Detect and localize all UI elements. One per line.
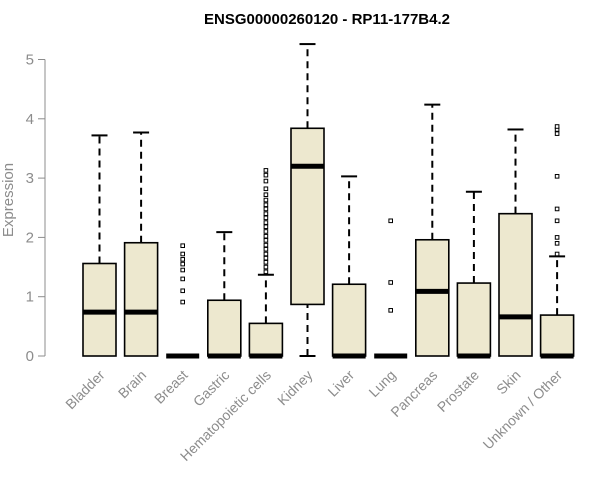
x-category-label: Breast [151, 367, 191, 407]
outlier-point [263, 192, 269, 198]
outlier-point [263, 238, 269, 243]
outlier-point [180, 267, 185, 273]
box-unknown-other [539, 124, 575, 359]
outlier-point [263, 202, 269, 208]
box-pancreas [414, 103, 450, 357]
outlier-point [263, 215, 269, 221]
outlier-point [263, 206, 269, 212]
box-breast [166, 243, 200, 359]
outlier-point [180, 243, 185, 249]
x-category-label: Brain [115, 367, 149, 401]
box-prostate [456, 190, 492, 359]
outlier-point [180, 257, 185, 262]
iqr-box [207, 299, 242, 357]
box-liver [331, 175, 367, 359]
outlier-point [180, 288, 185, 294]
outlier-point [180, 299, 185, 305]
outlier-point [554, 235, 560, 240]
box-gastric [207, 231, 242, 359]
box-brain [123, 131, 159, 357]
x-category-label: Lung [365, 367, 398, 400]
y-tick-label: 3 [26, 170, 34, 187]
x-category-label: Kidney [274, 367, 316, 409]
outlier-point [554, 251, 560, 257]
outlier-point [180, 276, 185, 282]
box-hematopoietic-cells [248, 168, 284, 359]
outlier-point [263, 229, 269, 234]
outlier-point [554, 174, 560, 179]
iqr-box [414, 238, 450, 357]
y-tick-label: 0 [26, 348, 34, 365]
outlier-point [554, 218, 560, 224]
outlier-point [554, 206, 560, 212]
outlier-point [263, 246, 269, 252]
outlier-point [388, 280, 393, 285]
outlier-point [263, 251, 269, 257]
outlier-point [554, 124, 560, 129]
box-lung [374, 218, 408, 359]
iqr-box [498, 212, 533, 357]
outlier-point [554, 241, 560, 246]
y-tick-label: 4 [26, 111, 34, 128]
iqr-box [248, 322, 284, 357]
outlier-point [554, 131, 560, 136]
outlier-point [388, 308, 393, 313]
outlier-point [263, 264, 269, 270]
outlier-point [388, 218, 393, 224]
outlier-point [263, 233, 269, 239]
outlier-point [263, 220, 269, 225]
iqr-box [290, 127, 325, 306]
outlier-point [263, 172, 269, 178]
box-bladder [82, 134, 117, 357]
outlier-point [263, 197, 269, 203]
outlier-point [180, 261, 185, 267]
y-tick-label: 5 [26, 52, 34, 69]
outlier-point [263, 269, 269, 275]
outlier-point [263, 224, 269, 230]
x-category-label: Bladder [62, 367, 108, 413]
y-tick-label: 1 [26, 289, 34, 306]
box-skin [498, 128, 533, 357]
iqr-box [123, 241, 159, 357]
x-category-label: Skin [493, 367, 524, 398]
outlier-point [263, 178, 269, 184]
x-category-label: Unknown / Other [480, 367, 566, 453]
outlier-point [263, 242, 269, 248]
chart-title: ENSG00000260120 - RP11-177B4.2 [204, 11, 450, 28]
y-tick-label: 2 [26, 229, 34, 246]
outlier-point [263, 260, 269, 265]
outlier-point [180, 251, 185, 257]
y-axis: 0 1 2 3 4 5 [26, 52, 46, 365]
boxes-group [82, 43, 575, 359]
iqr-box [456, 282, 492, 357]
y-axis-label: Expression [0, 163, 17, 237]
x-category-label: Liver [324, 367, 357, 400]
outlier-point [263, 186, 269, 192]
iqr-box [539, 314, 575, 357]
iqr-box [331, 283, 367, 357]
outlier-point [263, 168, 269, 173]
x-category-label: Prostate [434, 367, 482, 415]
box-kidney [290, 43, 325, 357]
outlier-point [263, 211, 269, 216]
outlier-point [263, 255, 269, 261]
